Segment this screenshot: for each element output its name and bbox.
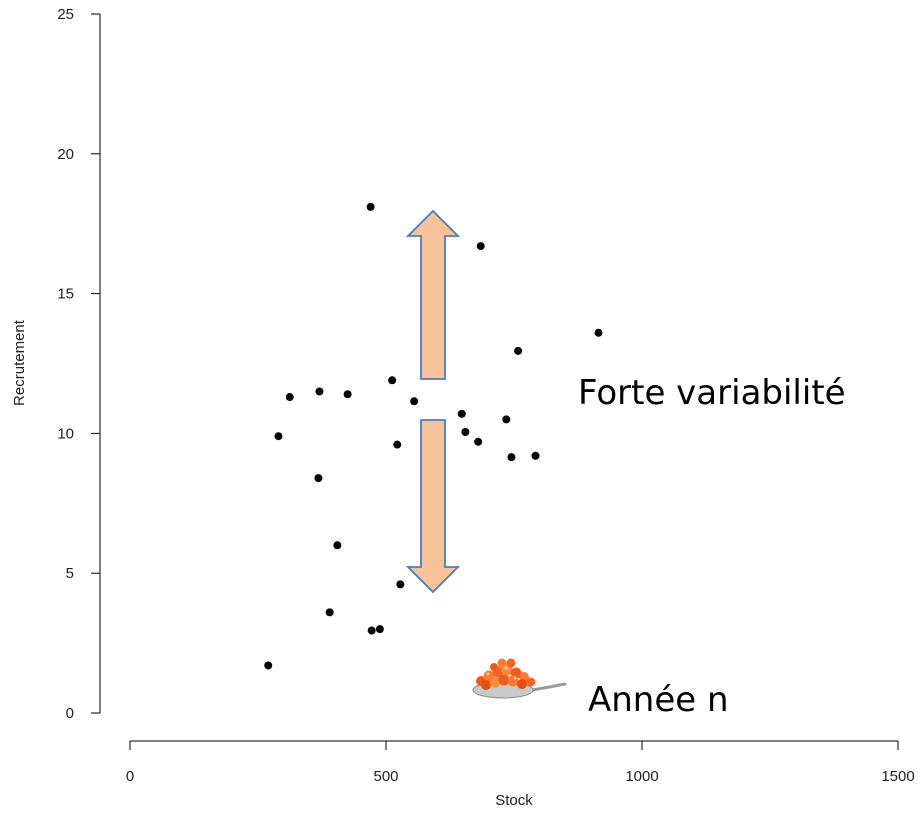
x-tick-label: 1000: [625, 768, 658, 785]
y-tick-label: 10: [57, 425, 74, 442]
data-point: [325, 608, 334, 617]
x-axis-title: Stock: [495, 792, 533, 809]
data-point: [366, 202, 375, 211]
fish-eggs-spoon-icon: [472, 658, 567, 699]
x-tick-label: 500: [373, 768, 398, 785]
y-tick-label: 20: [57, 146, 74, 163]
y-tick-label: 25: [57, 6, 74, 23]
x-axis: 0 500 1000 1500: [126, 740, 915, 785]
data-point: [457, 409, 466, 418]
down-arrow-icon: [405, 419, 461, 594]
data-point: [393, 440, 402, 449]
x-tick-label: 0: [126, 768, 134, 785]
y-tick-label: 15: [57, 286, 74, 303]
y-axis: 0 5 10 15 20 25: [57, 6, 101, 722]
y-tick-label: 5: [66, 565, 74, 582]
y-tick-label: 0: [66, 705, 74, 722]
data-point: [343, 390, 352, 399]
data-point: [314, 474, 323, 483]
annotation-forte-variabilite: Forte variabilité: [578, 373, 846, 413]
data-points: [264, 202, 603, 670]
data-point: [461, 428, 470, 437]
data-point: [514, 346, 523, 355]
data-point: [274, 432, 283, 441]
data-point: [507, 453, 516, 462]
data-point: [476, 242, 485, 251]
data-point: [285, 393, 294, 402]
data-point: [396, 580, 405, 589]
data-point: [410, 397, 419, 406]
data-point: [367, 626, 376, 635]
data-point: [264, 661, 273, 670]
data-point: [388, 376, 397, 385]
data-point: [375, 625, 384, 634]
x-tick-label: 1500: [881, 768, 914, 785]
data-point: [333, 541, 342, 550]
data-point: [531, 451, 540, 460]
annotation-annee-n: Année n: [588, 680, 729, 720]
data-point: [315, 387, 324, 396]
y-axis-title: Recrutement: [11, 319, 28, 406]
data-point: [474, 437, 483, 446]
data-point: [502, 415, 511, 424]
data-point: [594, 328, 603, 337]
up-arrow-icon: [405, 209, 461, 380]
